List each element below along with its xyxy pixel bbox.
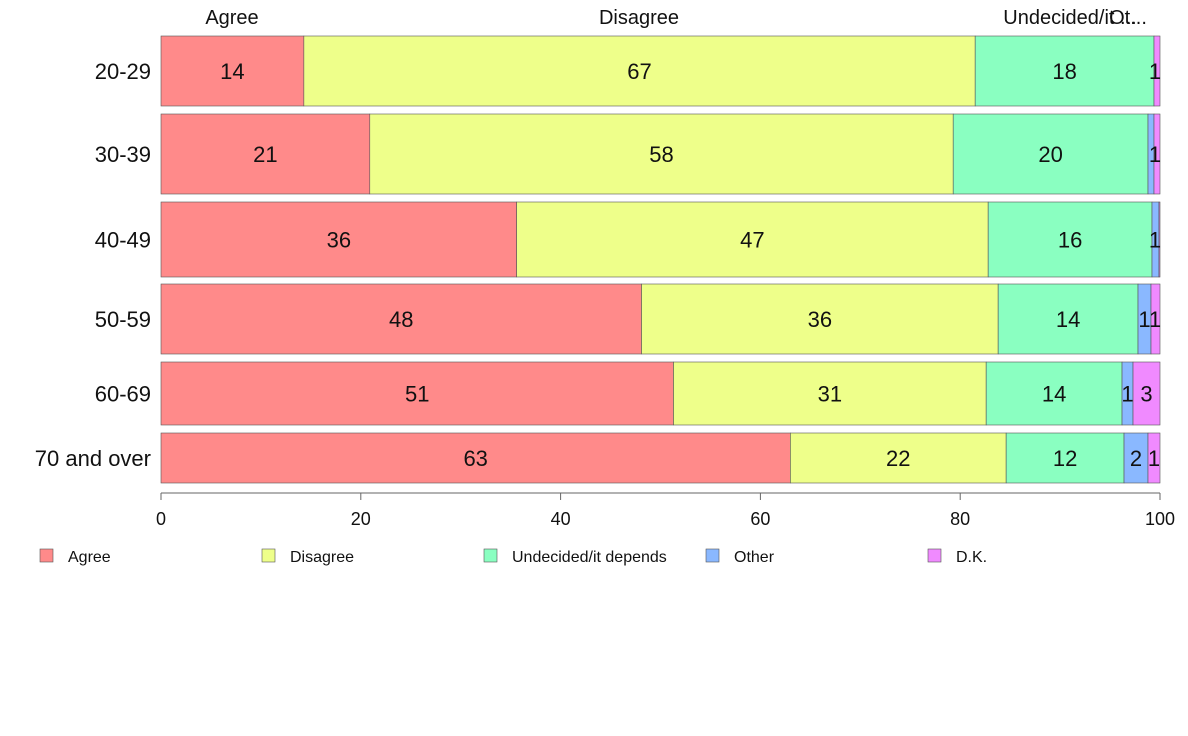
legend-swatch (261, 548, 276, 563)
data-label: 51 (405, 382, 429, 407)
data-label: 1 (1148, 446, 1160, 471)
bar-segment (997, 283, 1139, 355)
row-label: 20-29 (95, 59, 151, 84)
legend-label: Undecided/it depends (512, 549, 667, 566)
data-label: 47 (740, 228, 764, 253)
legend-label: Other (734, 549, 775, 566)
bar-segment (1005, 432, 1125, 484)
data-label: 16 (1058, 228, 1082, 253)
data-label: 12 (1053, 446, 1077, 471)
data-label: 48 (389, 307, 413, 332)
data-label: 14 (1042, 382, 1066, 407)
data-label: 20 (1038, 142, 1062, 167)
legend-swatch (927, 548, 942, 563)
data-label: 31 (818, 382, 842, 407)
bar-segment (369, 113, 954, 195)
bar-segment (1132, 361, 1161, 426)
bar-segment (160, 201, 517, 278)
x-tick-label: 0 (156, 509, 166, 529)
legend-label: Disagree (290, 549, 354, 566)
bar-segment (303, 35, 976, 107)
data-label: 14 (220, 59, 244, 84)
bar-segment (985, 361, 1123, 426)
data-label: 2 (1130, 446, 1142, 471)
row-label: 70 and over (35, 446, 151, 471)
top-label: Ot... (1109, 7, 1147, 29)
bar-segment (673, 361, 987, 426)
data-label: 36 (808, 307, 832, 332)
data-label: 3 (1140, 382, 1152, 407)
bar-segment (790, 432, 1007, 484)
data-label: 1 (1149, 228, 1161, 253)
data-label: 14 (1056, 307, 1080, 332)
data-label: 63 (463, 446, 487, 471)
x-tick-label: 100 (1145, 509, 1175, 529)
data-label: 1 (1149, 59, 1161, 84)
data-label: 1 (1138, 307, 1150, 332)
bar-segment (516, 201, 989, 278)
row-label: 60-69 (95, 382, 151, 407)
bar-segment (160, 361, 674, 426)
legend-swatch (705, 548, 720, 563)
data-label: 1 (1149, 142, 1161, 167)
row-label: 30-39 (95, 142, 151, 167)
legend-swatch (483, 548, 498, 563)
bar-segment (641, 283, 999, 355)
bar-segment (1147, 432, 1161, 484)
x-tick-label: 40 (551, 509, 571, 529)
x-tick-label: 20 (351, 509, 371, 529)
x-tick-label: 80 (950, 509, 970, 529)
bar-segment (1150, 283, 1161, 355)
data-label: 1 (1121, 382, 1133, 407)
row-label: 50-59 (95, 307, 151, 332)
legend-label: Agree (68, 549, 111, 566)
x-tick-label: 60 (750, 509, 770, 529)
data-label: 18 (1052, 59, 1076, 84)
bar-segment (1153, 113, 1161, 195)
data-label: 67 (627, 59, 651, 84)
bar-segment (160, 283, 642, 355)
bar-segment (952, 113, 1149, 195)
legend-label: D.K. (956, 549, 987, 566)
data-label: 22 (886, 446, 910, 471)
bar-segment (1153, 35, 1161, 107)
data-label: 36 (327, 228, 351, 253)
top-label: Agree (205, 7, 258, 29)
bar-segment (160, 113, 371, 195)
top-label: Disagree (599, 7, 679, 29)
data-label: 58 (649, 142, 673, 167)
bar-segment (1158, 201, 1161, 278)
top-label: Undecided/it ... (1003, 7, 1136, 29)
data-label: 21 (253, 142, 277, 167)
data-label: 1 (1149, 307, 1161, 332)
legend-swatch (39, 548, 54, 563)
bar-segment (160, 432, 791, 484)
row-label: 40-49 (95, 228, 151, 253)
